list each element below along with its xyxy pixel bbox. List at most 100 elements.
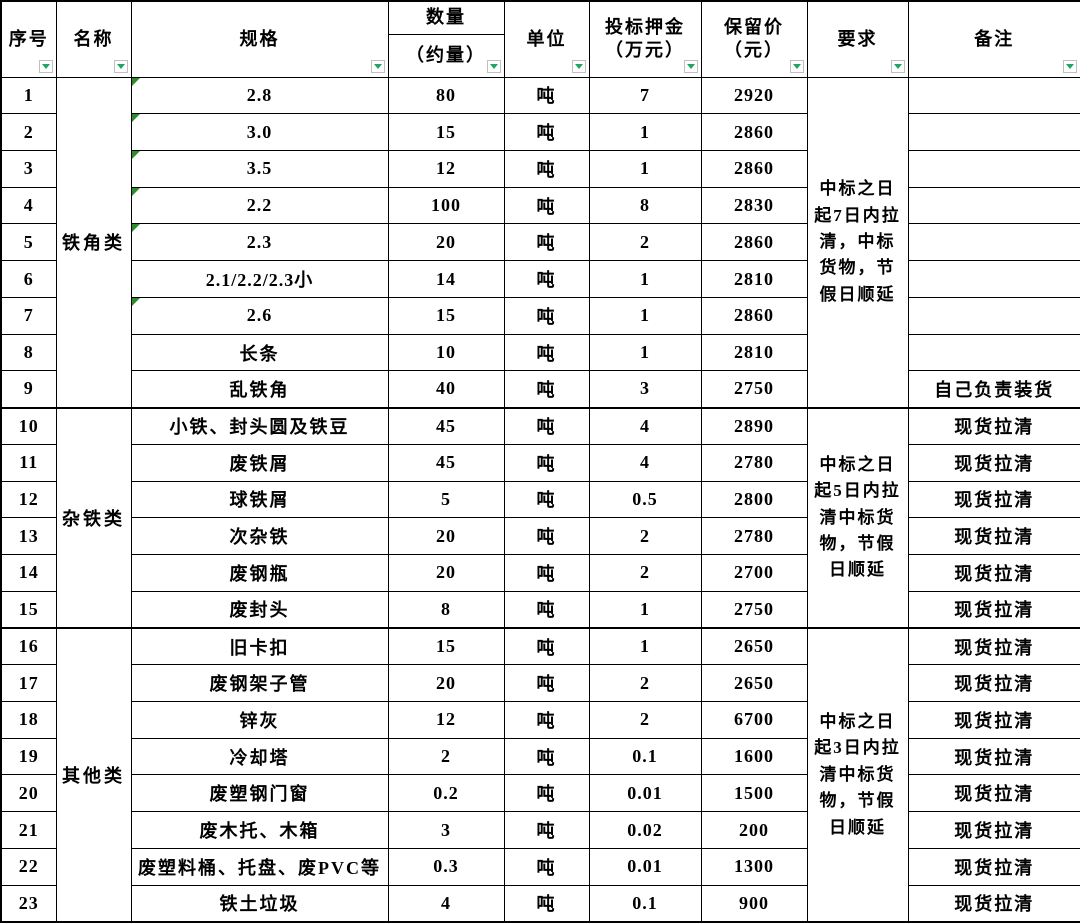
deposit-cell: 4 (588, 406, 702, 445)
quantity-cell: 100 (387, 186, 505, 225)
row-index-cell: 19 (0, 737, 57, 776)
row-index-cell: 5 (0, 223, 57, 262)
row-index-cell: 9 (0, 370, 57, 409)
chevron-down-icon (41, 63, 50, 69)
reserve-price-cell: 2860 (700, 113, 808, 151)
deposit-cell: 0.01 (588, 847, 702, 886)
deposit-cell: 1 (588, 333, 702, 372)
requirement-cell: 中标之日起7日内拉清，中标货物，节假日顺延 (806, 76, 909, 409)
row-index-cell: 3 (0, 149, 57, 188)
col-header-reserve-label: 保留价 (724, 16, 784, 37)
unit-cell: 吨 (503, 333, 590, 372)
row-index-cell: 13 (0, 517, 57, 556)
row-index-cell: 10 (0, 406, 57, 445)
remark-cell: 现货拉清 (907, 627, 1080, 666)
quantity-cell: 20 (387, 664, 505, 702)
deposit-cell: 1 (588, 627, 702, 666)
table-row: 3 3.5 12 吨 1 2860 (0, 149, 1080, 188)
category-cell: 铁角类 (55, 76, 132, 409)
table-row: 13 次杂铁 20 吨 2 2780 现货拉清 (0, 517, 1080, 556)
deposit-cell: 0.01 (588, 774, 702, 813)
unit-cell: 吨 (503, 113, 590, 151)
deposit-cell: 1 (588, 113, 702, 151)
filter-dropdown-index[interactable] (38, 59, 53, 73)
spec-cell: 2.3 (130, 223, 389, 262)
reserve-price-cell: 2780 (700, 443, 808, 482)
spec-cell: 长条 (130, 333, 389, 372)
quantity-cell: 2 (387, 737, 505, 776)
remark-cell: 现货拉清 (907, 664, 1080, 702)
requirement-cell: 中标之日起3日内拉清中标货物，节假日顺延 (806, 627, 909, 923)
quantity-cell: 80 (387, 76, 505, 115)
deposit-cell: 2 (588, 700, 702, 739)
quantity-cell: 45 (387, 443, 505, 482)
spec-cell: 2.1/2.2/2.3小 (130, 260, 389, 298)
spec-cell: 2.8 (130, 76, 389, 115)
col-header-quantity-sublabel: （约量） (406, 44, 486, 65)
quantity-cell: 20 (387, 554, 505, 592)
filter-dropdown-requirement[interactable] (890, 59, 905, 73)
remark-cell (907, 333, 1080, 372)
col-header-requirement-label: 要求 (837, 28, 878, 49)
spec-cell: 2.6 (130, 296, 389, 335)
remark-cell (907, 186, 1080, 225)
reserve-price-cell: 1500 (700, 774, 808, 813)
col-header-reserve-unit-label: （元） (724, 40, 784, 61)
reserve-price-cell: 2700 (700, 554, 808, 592)
filter-dropdown-name[interactable] (113, 59, 128, 73)
reserve-price-cell: 1600 (700, 737, 808, 776)
spec-cell: 废钢瓶 (130, 554, 389, 592)
filter-dropdown-deposit[interactable] (683, 59, 698, 73)
quantity-cell: 45 (387, 406, 505, 445)
row-index-cell: 23 (0, 884, 57, 923)
unit-cell: 吨 (503, 260, 590, 298)
row-index-cell: 21 (0, 811, 57, 849)
row-index-cell: 15 (0, 590, 57, 629)
quantity-cell: 20 (387, 517, 505, 556)
remark-cell: 现货拉清 (907, 811, 1080, 849)
row-index-cell: 8 (0, 333, 57, 372)
col-header-name-label: 名称 (73, 28, 114, 49)
table-row: 5 2.3 20 吨 2 2860 (0, 223, 1080, 262)
reserve-price-cell: 2860 (700, 223, 808, 262)
quantity-cell: 12 (387, 149, 505, 188)
remark-cell (907, 296, 1080, 335)
spec-cell: 3.5 (130, 149, 389, 188)
filter-dropdown-spec[interactable] (370, 59, 385, 73)
filter-dropdown-quantity[interactable] (486, 59, 501, 73)
remark-cell: 自己负责装货 (907, 370, 1080, 409)
unit-cell: 吨 (503, 223, 590, 262)
unit-cell: 吨 (503, 627, 590, 666)
quantity-cell: 15 (387, 627, 505, 666)
filter-dropdown-reserve[interactable] (789, 59, 804, 73)
col-header-name: 名称 (55, 0, 132, 78)
filter-dropdown-remark[interactable] (1063, 59, 1077, 73)
deposit-cell: 2 (588, 554, 702, 592)
reserve-price-cell: 6700 (700, 700, 808, 739)
quantity-cell: 20 (387, 223, 505, 262)
table-row: 17 废钢架子管 20 吨 2 2650 现货拉清 (0, 664, 1080, 702)
spec-cell: 乱铁角 (130, 370, 389, 409)
spec-cell: 废塑钢门窗 (130, 774, 389, 813)
row-index-cell: 14 (0, 554, 57, 592)
deposit-cell: 0.1 (588, 737, 702, 776)
unit-cell: 吨 (503, 590, 590, 629)
quantity-cell: 8 (387, 590, 505, 629)
quantity-cell: 40 (387, 370, 505, 409)
unit-cell: 吨 (503, 370, 590, 409)
spec-cell: 废铁屑 (130, 443, 389, 482)
deposit-cell: 4 (588, 443, 702, 482)
filter-dropdown-unit[interactable] (571, 59, 586, 73)
table-row: 1 铁角类 2.8 80 吨 7 2920 中标之日起7日内拉清，中标货物，节假日顺延 (0, 76, 1080, 409)
col-header-remark-label: 备注 (974, 28, 1015, 49)
reserve-price-cell: 2650 (700, 664, 808, 702)
reserve-price-cell: 2890 (700, 406, 808, 445)
remark-cell: 现货拉清 (907, 774, 1080, 813)
col-header-deposit-label: 投标押金 (605, 16, 685, 37)
col-header-unit-label: 单位 (526, 28, 567, 49)
reserve-price-cell: 1300 (700, 847, 808, 886)
col-header-deposit: 投标押金 （万元） (588, 0, 702, 78)
quantity-cell: 14 (387, 260, 505, 298)
table-row: 6 2.1/2.2/2.3小 14 吨 1 2810 (0, 260, 1080, 298)
